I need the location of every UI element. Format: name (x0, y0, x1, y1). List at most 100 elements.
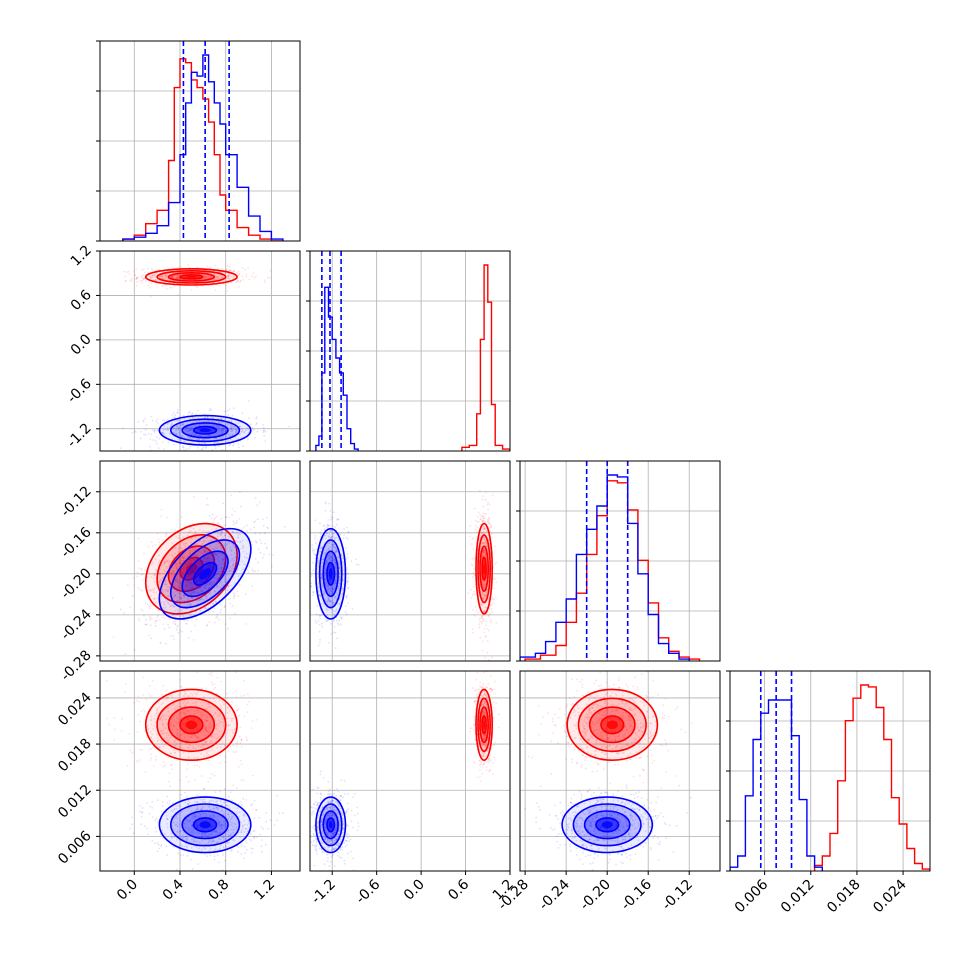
sample-point (174, 594, 177, 597)
sample-point (241, 539, 244, 542)
sample-point (317, 620, 320, 623)
sample-point (213, 552, 215, 554)
sample-point (233, 510, 236, 512)
sample-point (262, 429, 265, 432)
sample-point (194, 434, 197, 437)
sample-point (181, 560, 183, 563)
sample-point (154, 276, 157, 279)
sample-point (221, 570, 224, 572)
sample-point (164, 764, 167, 767)
sample-point (176, 274, 179, 277)
sample-point (479, 636, 482, 639)
sample-point (214, 621, 217, 624)
sample-point (178, 582, 181, 585)
grid-diag-1 (100, 41, 300, 241)
sample-point (228, 444, 231, 447)
sample-point (194, 592, 196, 594)
sample-point (176, 625, 179, 628)
sample-point (141, 567, 143, 570)
sample-point (190, 593, 192, 596)
sample-point (216, 552, 218, 555)
sample-point (216, 584, 219, 587)
sample-point (214, 686, 216, 689)
sample-point (243, 715, 246, 717)
sample-point (194, 624, 197, 627)
sample-point (252, 272, 255, 274)
sample-point (153, 598, 156, 600)
sample-point (219, 573, 221, 576)
sample-point (202, 560, 205, 563)
sample-point (206, 531, 209, 534)
sample-point (158, 275, 161, 278)
sample-point (161, 275, 164, 277)
sample-point (179, 582, 182, 585)
sample-point (213, 442, 216, 445)
sample-point (320, 533, 322, 536)
sample-point (207, 423, 210, 426)
sample-point (241, 528, 243, 531)
sample-point (221, 431, 224, 433)
sample-point (480, 615, 483, 618)
sample-point (208, 593, 210, 596)
sample-point (195, 553, 197, 556)
sample-point (233, 552, 236, 555)
sample-point (160, 693, 163, 696)
sample-point (188, 447, 191, 450)
sample-point (246, 529, 249, 532)
sample-point (262, 525, 265, 527)
sample-point (233, 270, 236, 273)
sample-point (486, 627, 489, 630)
sample-point (484, 598, 486, 600)
sample-point (194, 543, 197, 546)
sample-point (185, 622, 188, 625)
sample-point (216, 547, 219, 550)
sample-point (189, 553, 191, 555)
sample-point (211, 535, 214, 537)
sample-point (152, 589, 155, 592)
sample-point (205, 607, 207, 610)
sample-point (196, 764, 199, 767)
sample-point (206, 420, 209, 423)
sample-point (187, 430, 190, 432)
sample-point (196, 591, 199, 594)
sample-point (213, 441, 216, 444)
sample-point (193, 532, 196, 535)
sample-point (129, 279, 131, 282)
sample-point (142, 279, 145, 281)
sample-point (164, 535, 167, 538)
sample-point (469, 535, 472, 538)
sample-point (179, 561, 182, 564)
sample-point (206, 549, 209, 552)
sample-point (206, 557, 209, 560)
sample-point (224, 588, 227, 591)
sample-point (194, 536, 197, 538)
sample-point (164, 583, 167, 586)
sample-point (221, 546, 223, 549)
sample-point (162, 448, 165, 450)
sample-point (174, 552, 177, 555)
sample-point (229, 424, 232, 427)
sample-point (182, 559, 184, 562)
sample-point (215, 553, 218, 556)
sample-point (191, 431, 194, 434)
sample-point (177, 624, 180, 627)
sample-point (142, 419, 145, 422)
sample-point (477, 627, 480, 629)
sample-point (345, 536, 347, 539)
sample-point (221, 449, 224, 451)
sample-point (190, 426, 193, 429)
sample-point (137, 276, 140, 279)
sample-point (181, 609, 183, 612)
sample-point (221, 429, 224, 432)
sample-point (254, 540, 257, 542)
sample-point (154, 279, 157, 282)
sample-point (206, 583, 208, 585)
sample-point (176, 425, 178, 428)
sample-point (180, 592, 183, 595)
sample-point (205, 598, 208, 600)
sample-point (470, 543, 473, 545)
sample-point (182, 423, 184, 426)
sample-point (203, 557, 206, 560)
sample-point (224, 534, 226, 537)
sample-point (214, 586, 217, 589)
